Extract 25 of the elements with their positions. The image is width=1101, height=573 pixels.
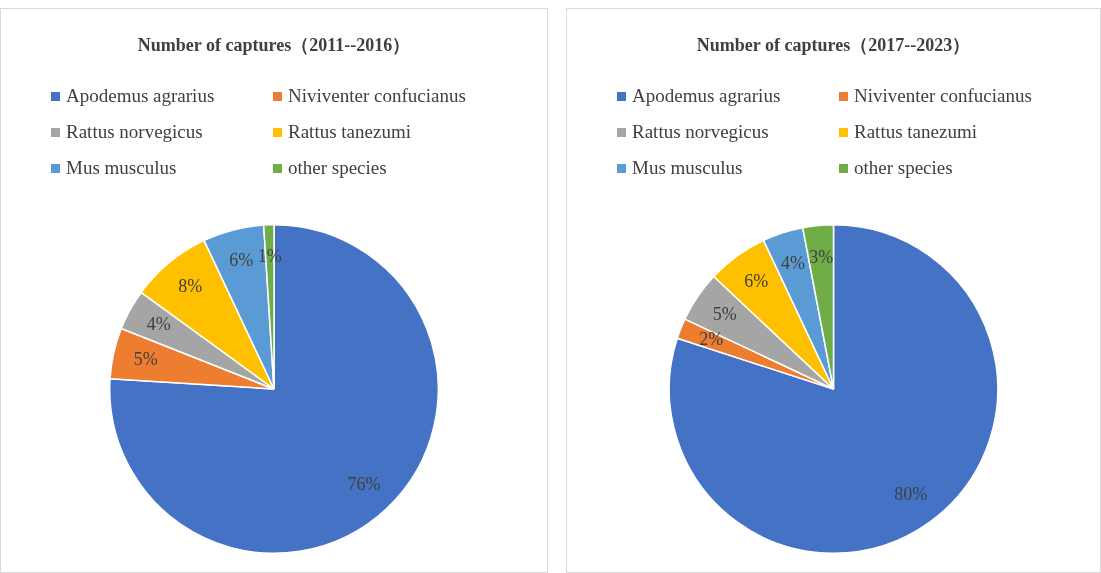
data-label: 3% (809, 246, 834, 267)
legend-label: Apodemus agrarius (66, 85, 215, 107)
data-label: 76% (347, 473, 381, 494)
legend-label: Mus musculus (66, 157, 177, 179)
data-label: 5% (133, 349, 158, 370)
data-label: 6% (744, 271, 769, 292)
legend-label: Niviventer confucianus (854, 85, 1032, 107)
data-label: 80% (894, 484, 928, 505)
chart-title: Number of captures（2017--2023） (695, 34, 972, 57)
legend-label: Rattus tanezumi (854, 121, 977, 143)
data-label: 5% (712, 303, 737, 324)
legend-label: other species (288, 157, 387, 179)
legend-label: Mus musculus (632, 157, 743, 179)
data-label: 2% (699, 329, 724, 350)
data-label: 4% (780, 252, 805, 273)
legend-label: Rattus norvegicus (632, 121, 769, 143)
legend-label: Apodemus agrarius (632, 85, 781, 107)
legend-label: Niviventer confucianus (288, 85, 466, 107)
legend-label: Rattus norvegicus (66, 121, 203, 143)
data-label: 6% (229, 250, 254, 271)
data-label: 8% (178, 276, 203, 297)
chart-title: Number of captures（2011--2016） (136, 34, 412, 57)
legend-label: Rattus tanezumi (288, 121, 411, 143)
legend-label: other species (854, 157, 953, 179)
data-label: 4% (146, 314, 171, 335)
